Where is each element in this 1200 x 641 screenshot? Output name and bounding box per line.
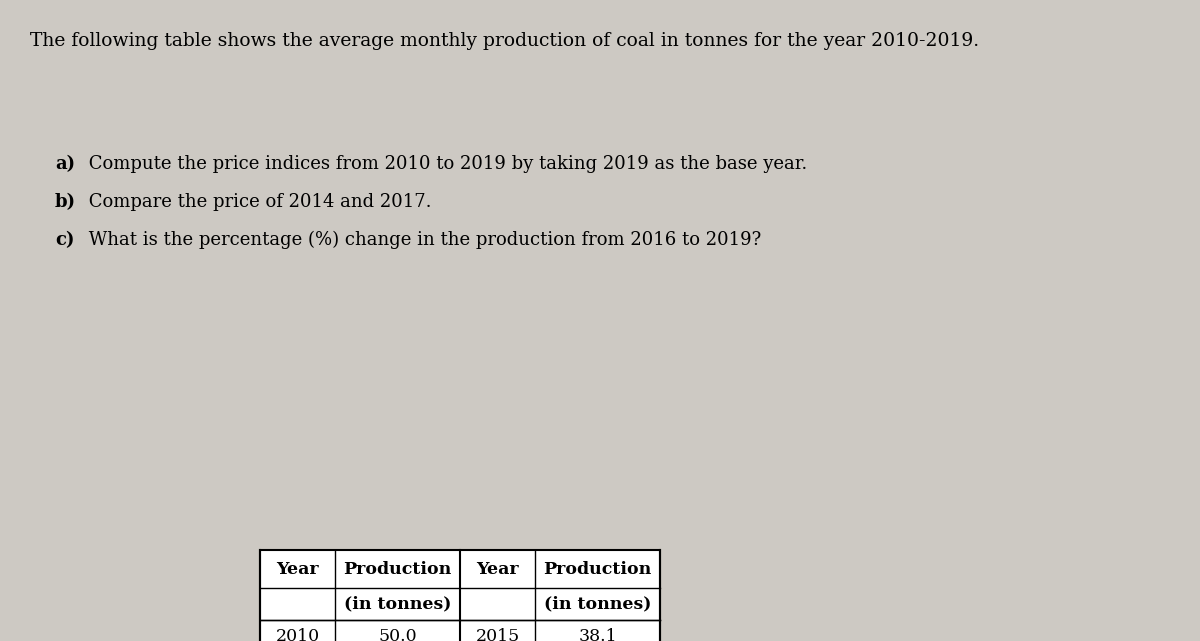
Text: 38.1: 38.1	[578, 628, 617, 641]
Text: The following table shows the average monthly production of coal in tonnes for t: The following table shows the average mo…	[30, 32, 979, 50]
Text: Compare the price of 2014 and 2017.: Compare the price of 2014 and 2017.	[83, 193, 432, 211]
Text: What is the percentage (%) change in the production from 2016 to 2019?: What is the percentage (%) change in the…	[83, 231, 761, 249]
Text: Year: Year	[276, 560, 319, 578]
Text: (in tonnes): (in tonnes)	[544, 595, 652, 613]
Bar	[260, 550, 660, 641]
Text: Production: Production	[544, 560, 652, 578]
Text: (in tonnes): (in tonnes)	[344, 595, 451, 613]
Text: 2015: 2015	[475, 628, 520, 641]
Text: Compute the price indices from 2010 to 2019 by taking 2019 as the base year.: Compute the price indices from 2010 to 2…	[83, 155, 808, 173]
Text: 50.0: 50.0	[378, 628, 416, 641]
Text: Production: Production	[343, 560, 451, 578]
Text: 2010: 2010	[276, 628, 319, 641]
Text: a): a)	[55, 155, 76, 173]
Text: b): b)	[55, 193, 76, 211]
Text: Year: Year	[476, 560, 518, 578]
Text: c): c)	[55, 231, 74, 249]
